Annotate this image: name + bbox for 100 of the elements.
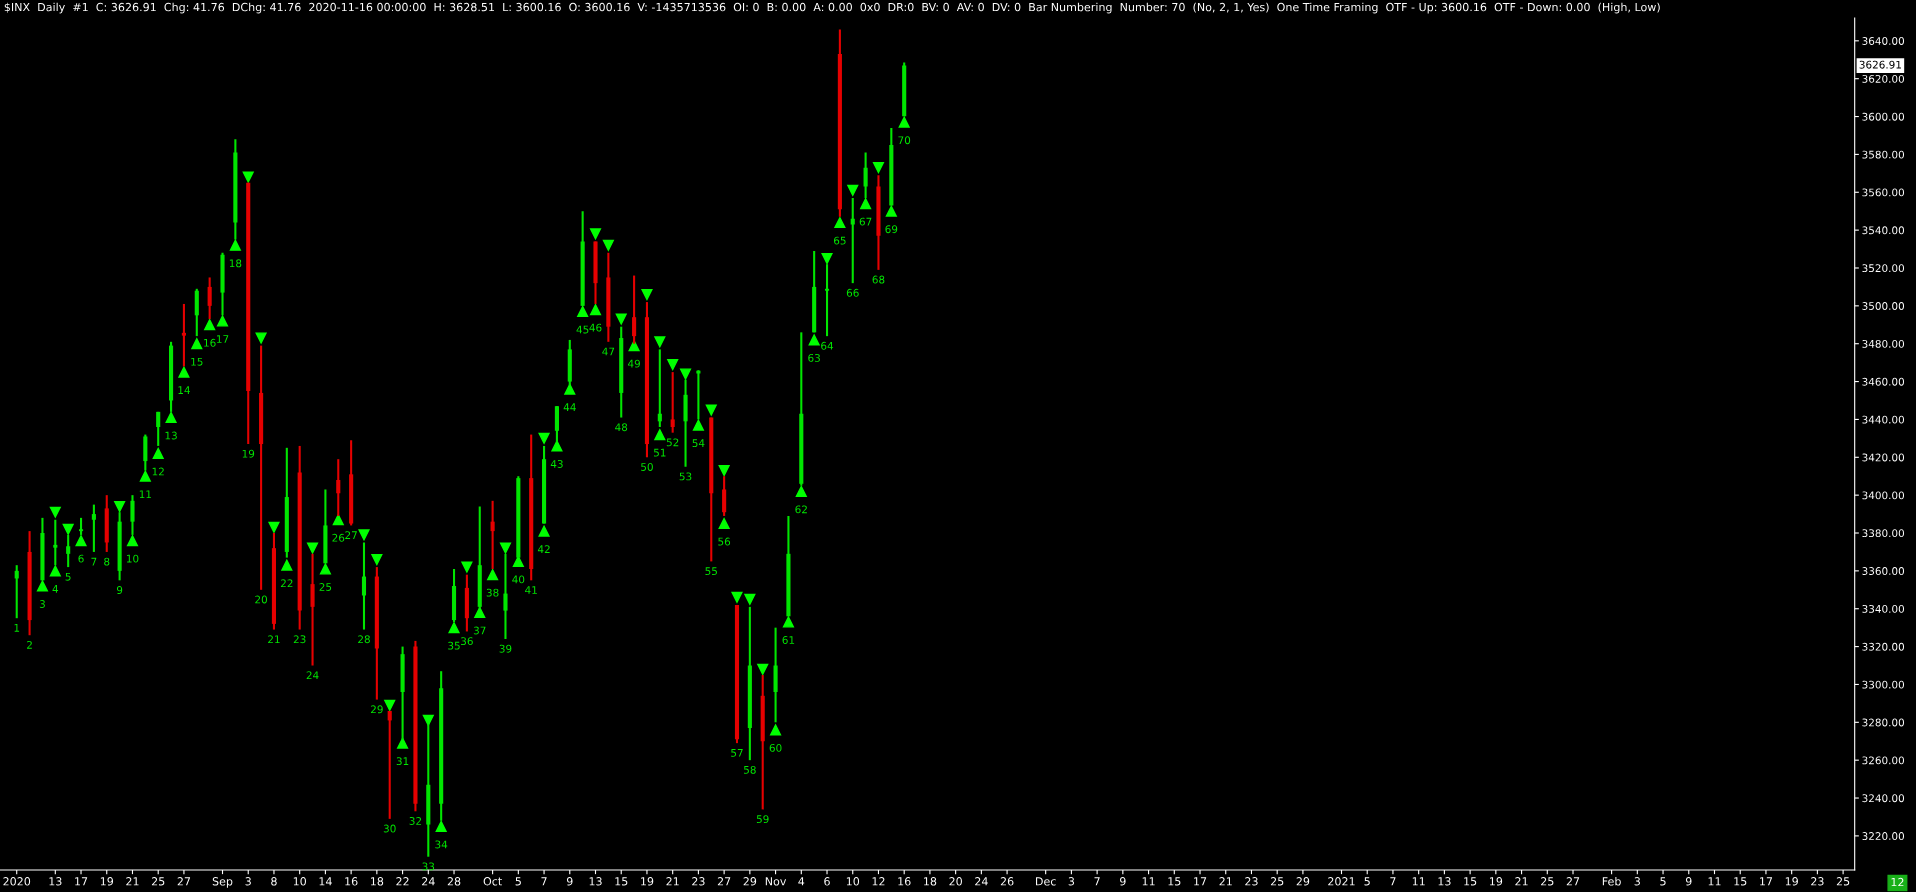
x-tick-label: Oct [483, 877, 502, 886]
point [860, 198, 872, 210]
text: 32 [409, 817, 422, 825]
candlestick [824, 263, 830, 338]
text: 30 [383, 824, 396, 833]
x-tick-label: 2021 [1328, 877, 1355, 886]
text: 34 [435, 840, 448, 849]
y-tick-label: 3420.00 [1862, 453, 1905, 462]
candlestick [156, 410, 161, 447]
x-tick-label: 24 [975, 877, 988, 886]
text: 37 [473, 626, 486, 635]
candlestick [387, 709, 392, 820]
candlestick [14, 564, 19, 620]
candlestick [490, 499, 495, 571]
point [499, 542, 512, 554]
y-tick-label: 3580.00 [1862, 150, 1905, 159]
text: 63 [808, 353, 820, 362]
text: 9 [116, 586, 123, 594]
y-tick-label: 3380.00 [1862, 529, 1905, 538]
x-tick-label: 3 [1068, 877, 1075, 886]
y-tick-label: 3520.00 [1862, 264, 1905, 273]
point [139, 470, 151, 482]
x-tick-label: 9 [566, 877, 573, 886]
y-tick-label: 3620.00 [1862, 74, 1905, 83]
annotation: 12 [152, 467, 164, 476]
point [834, 216, 846, 229]
point [538, 525, 550, 537]
point [564, 383, 576, 395]
point [281, 559, 293, 571]
x-tick-label: 11 [1142, 877, 1155, 886]
point [474, 606, 486, 619]
x-tick-label: 23 [1245, 877, 1258, 886]
point [152, 447, 164, 460]
x-tick-label: 5 [1660, 877, 1666, 886]
point [461, 561, 473, 573]
x-tick-label: 7 [1094, 877, 1100, 886]
x-tick-label: 4 [798, 877, 805, 886]
x-tick-label: 20 [949, 877, 962, 886]
text: 68 [872, 275, 885, 284]
x-tick-label: 12 [872, 877, 885, 886]
text: 48 [615, 423, 628, 432]
y-tick-label: 3560.00 [1862, 188, 1905, 197]
x-tick-label: 15 [615, 877, 628, 886]
candlestick [863, 151, 868, 199]
point [229, 239, 241, 251]
x-tick-label: 18 [924, 877, 937, 886]
x-tick-label: 19 [641, 877, 654, 886]
y-tick-label: 3500.00 [1862, 302, 1905, 310]
text: 70 [898, 136, 911, 145]
point [332, 514, 344, 526]
x-tick-label: 11 [1412, 877, 1425, 886]
point [435, 820, 447, 832]
x-tick-label: 11 [1708, 877, 1721, 886]
candlestick [336, 458, 341, 518]
point [654, 336, 666, 348]
y-tick-label: 3360.00 [1862, 567, 1905, 575]
x-tick-label: 17 [75, 877, 88, 886]
text: 65 [833, 236, 846, 245]
x-tick-label: 19 [100, 877, 114, 886]
x-tick-label: 19 [1785, 877, 1798, 886]
candlestick [66, 533, 71, 569]
text: 69 [885, 225, 898, 234]
point [538, 432, 550, 444]
x-tick-label: 23 [692, 877, 705, 886]
text: 29 [370, 705, 383, 714]
point [75, 535, 87, 547]
text: 56 [718, 537, 731, 546]
x-tick-label: 25 [1541, 877, 1554, 886]
text: 33 [422, 862, 435, 871]
x-tick-label: 17 [1760, 877, 1773, 886]
x-tick-label: 27 [1566, 877, 1580, 886]
text: 7 [91, 557, 97, 566]
text: 21 [268, 635, 280, 644]
text: 42 [537, 545, 550, 553]
text: 23 [293, 635, 306, 644]
text: 3 [39, 600, 45, 608]
text: 4 [52, 585, 59, 593]
point [114, 500, 126, 513]
x-tick-label: 21 [1515, 877, 1528, 886]
x-tick-label: 14 [319, 877, 332, 886]
y-tick-label: 3220.00 [1862, 832, 1905, 840]
text: 22 [280, 579, 293, 587]
text: 16 [204, 338, 216, 347]
candlestick [722, 475, 727, 518]
text: 54 [692, 439, 705, 448]
point [487, 569, 499, 581]
candlestick [632, 274, 637, 345]
text: 11 [139, 490, 152, 499]
x-tick-label: 21 [126, 877, 139, 886]
x-tick-label: 8 [271, 877, 277, 886]
text: 5 [65, 572, 71, 581]
text: 40 [512, 575, 525, 584]
y-tick-label: 3240.00 [1862, 794, 1905, 803]
x-tick-label: 13 [1438, 877, 1451, 886]
text: 46 [589, 323, 602, 332]
x-tick-label: 9 [1685, 877, 1692, 886]
point [358, 529, 370, 541]
point [692, 419, 704, 431]
candlestick [91, 503, 96, 553]
text: 17 [217, 335, 229, 343]
